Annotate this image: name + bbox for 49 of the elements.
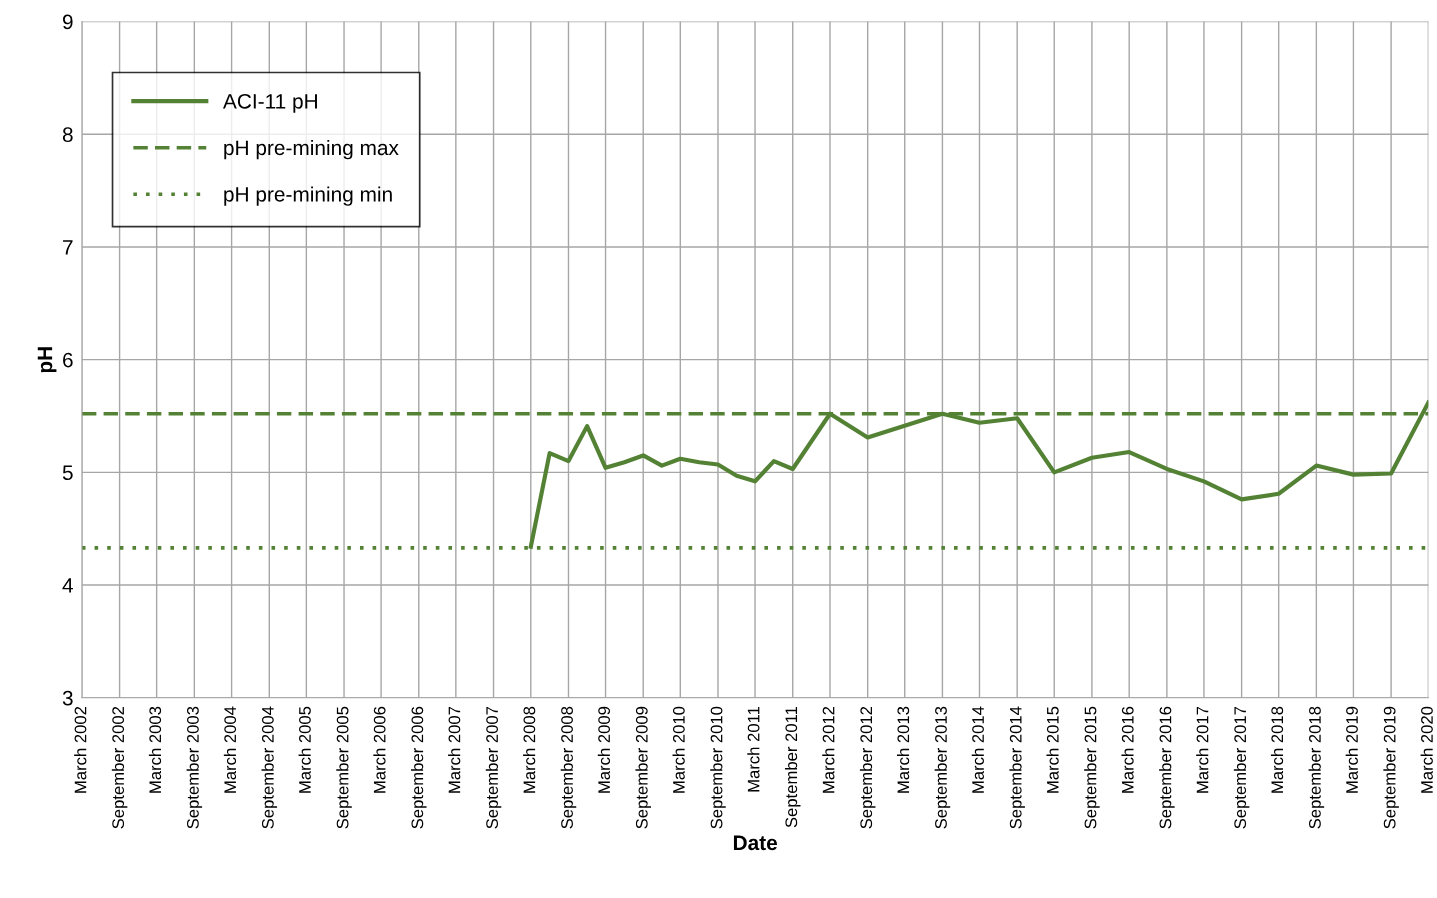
- legend-label: pH pre-mining min: [224, 186, 392, 206]
- x-tick-label: September 2019: [1383, 706, 1399, 829]
- y-tick-label: 9: [62, 14, 73, 30]
- x-tick-label: September 2008: [560, 706, 577, 829]
- x-tick-label: September 2006: [411, 706, 427, 829]
- x-tick-label: March 2020: [1420, 706, 1433, 793]
- x-tick-label: September 2016: [1159, 706, 1175, 829]
- x-tick-label: March 2009: [597, 706, 611, 793]
- legend-label: pH pre-mining max: [224, 139, 399, 160]
- y-tick-label: 3: [62, 690, 73, 706]
- x-tick-label: March 2010: [672, 706, 685, 793]
- x-tick-label: March 2004: [223, 706, 237, 793]
- x-tick-label: March 2002: [74, 706, 87, 793]
- x-tick-label: September 2005: [336, 706, 352, 829]
- x-tick-label: September 2013: [934, 706, 951, 829]
- x-tick-label: March 2018: [1270, 706, 1284, 793]
- x-tick-label: March 2015: [1046, 706, 1059, 793]
- x-tick-label: March 2006: [373, 706, 386, 793]
- x-tick-label: September 2003: [186, 706, 203, 829]
- x-tick-label: March 2014: [971, 706, 984, 793]
- x-tick-label: September 2010: [710, 706, 726, 829]
- x-tick-label: September 2015: [1084, 706, 1100, 829]
- x-tick-label: March 2008: [523, 706, 536, 793]
- x-tick-label: March 2013: [896, 706, 910, 793]
- x-tick-label: September 2012: [859, 706, 876, 829]
- x-tick-label: March 2005: [298, 706, 311, 793]
- legend-label: ACI-11 pH: [222, 93, 317, 113]
- x-tick-label: March 2007: [448, 706, 461, 793]
- x-tick-label: September 2007: [485, 706, 502, 829]
- x-tick-label: September 2018: [1308, 706, 1325, 829]
- y-tick-label: 6: [63, 352, 73, 368]
- x-tick-label: September 2004: [261, 706, 278, 829]
- x-tick-label: March 2016: [1121, 706, 1134, 793]
- y-axis-title: pH: [37, 347, 57, 373]
- x-tick-label: March 2003: [148, 706, 162, 793]
- y-tick-label: 8: [62, 127, 73, 142]
- x-tick-label: September 2009: [635, 706, 651, 829]
- y-tick-label: 7: [63, 240, 73, 255]
- y-tick-label: 5: [62, 465, 73, 481]
- x-tick-label: March 2017: [1196, 706, 1209, 793]
- x-tick-label: March 2019: [1345, 706, 1358, 793]
- x-tick-label: September 2002: [111, 706, 128, 829]
- x-axis-title: Date: [733, 835, 778, 851]
- x-tick-label: March 2012: [822, 706, 835, 793]
- x-tick-label: September 2011: [784, 706, 801, 828]
- x-tick-label: March 2011: [747, 706, 760, 792]
- y-tick-label: 4: [62, 578, 73, 593]
- x-tick-label: September 2017: [1233, 706, 1250, 829]
- x-tick-label: September 2014: [1009, 706, 1025, 829]
